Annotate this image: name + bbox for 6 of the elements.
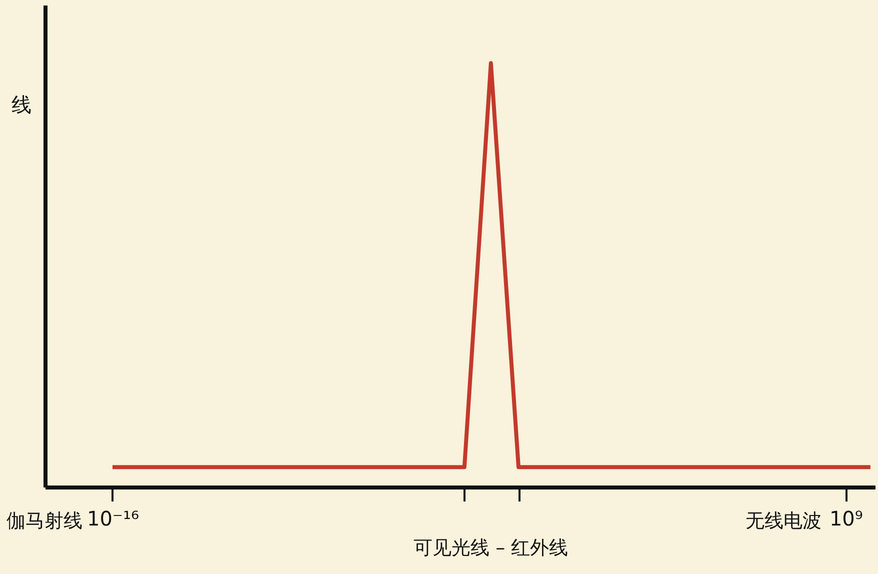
y-axis-title: 线: [12, 92, 32, 116]
text: 伽马射线: [6, 510, 82, 532]
x-tick-label: 10⁹: [829, 506, 863, 530]
x-tick-label: 10⁻¹⁶: [86, 506, 140, 530]
text: 无线电波: [746, 510, 822, 532]
text: 可见光线 – 红外线: [414, 537, 568, 559]
